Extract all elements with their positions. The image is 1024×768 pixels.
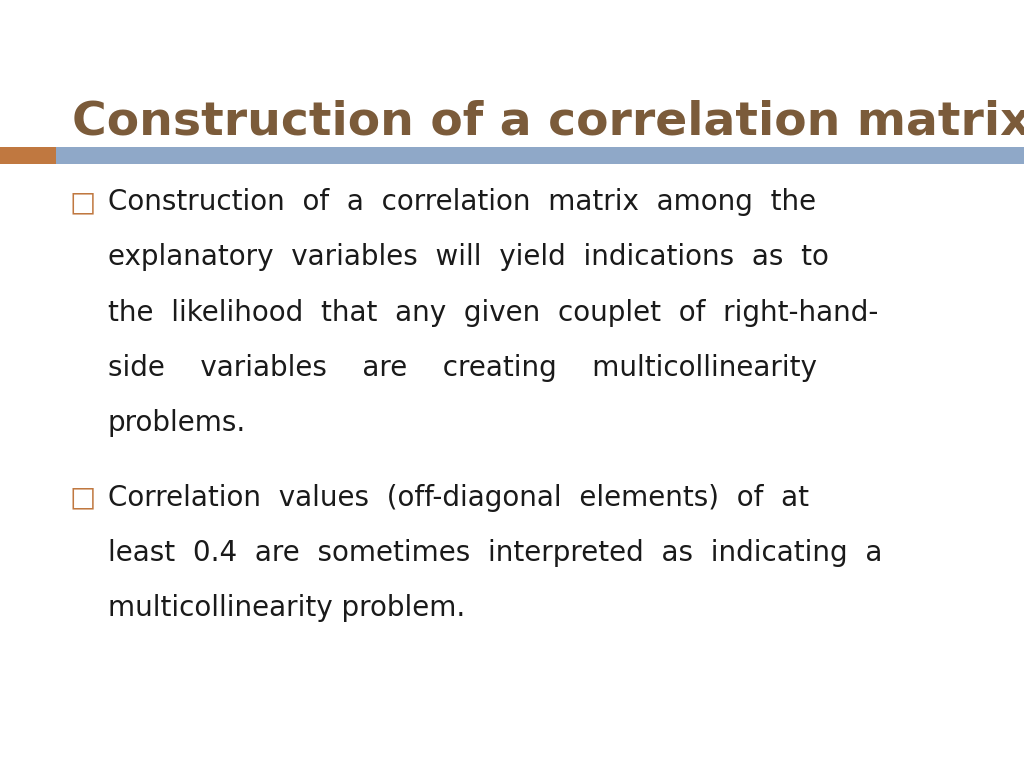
Text: multicollinearity problem.: multicollinearity problem. — [108, 594, 465, 622]
Text: Construction of a correlation matrix: Construction of a correlation matrix — [72, 100, 1024, 145]
Bar — [56, 147, 1024, 164]
Text: Construction  of  a  correlation  matrix  among  the: Construction of a correlation matrix amo… — [108, 188, 816, 216]
Text: problems.: problems. — [108, 409, 246, 437]
Bar — [0, 147, 56, 164]
Text: the  likelihood  that  any  given  couplet  of  right-hand-: the likelihood that any given couplet of… — [108, 299, 878, 326]
Text: Correlation  values  (off-diagonal  elements)  of  at: Correlation values (off-diagonal element… — [108, 484, 809, 511]
Text: side    variables    are    creating    multicollinearity: side variables are creating multicolline… — [108, 354, 816, 382]
Text: □: □ — [70, 484, 96, 511]
Text: least  0.4  are  sometimes  interpreted  as  indicating  a: least 0.4 are sometimes interpreted as i… — [108, 539, 882, 567]
Text: □: □ — [70, 188, 96, 216]
Text: explanatory  variables  will  yield  indications  as  to: explanatory variables will yield indicat… — [108, 243, 828, 271]
